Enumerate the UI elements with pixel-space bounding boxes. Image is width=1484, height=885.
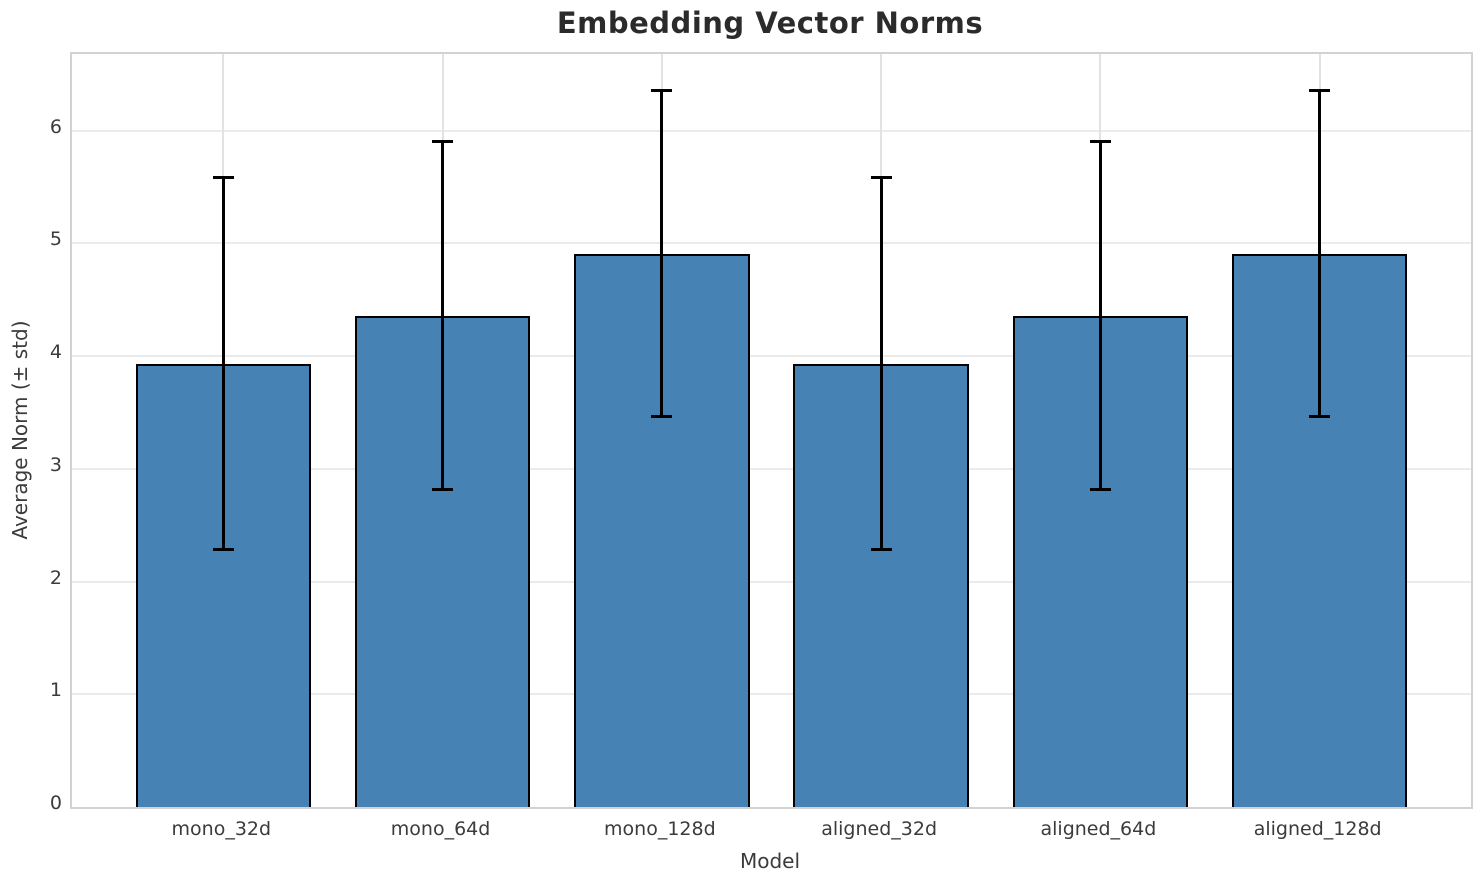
y-gridline: [72, 693, 1471, 696]
plot-area: [70, 52, 1473, 809]
error-bar-cap-top: [651, 88, 673, 92]
y-gridline: [72, 355, 1471, 358]
error-bar-line: [660, 90, 664, 417]
error-bar-cap-bottom: [1309, 415, 1331, 419]
error-bar-cap-bottom: [651, 415, 673, 419]
error-bar-cap-top: [1309, 88, 1331, 92]
error-bar-cap-top: [1089, 140, 1111, 144]
x-tick-label: aligned_128d: [1253, 818, 1382, 840]
error-bar-cap-top: [432, 140, 454, 144]
x-tick-label: mono_128d: [604, 818, 716, 840]
error-bar-cap-bottom: [1089, 487, 1111, 491]
y-tick-label: 4: [49, 341, 62, 364]
x-tick-label: mono_32d: [171, 818, 272, 840]
error-bar-cap-bottom: [870, 548, 892, 552]
y-gridline: [72, 129, 1471, 132]
error-bar-line: [879, 177, 883, 550]
x-axis-label: Model: [739, 849, 801, 873]
bar: [135, 363, 311, 807]
y-tick-label: 1: [49, 679, 62, 702]
y-gridline: [72, 467, 1471, 470]
error-bar-cap-top: [212, 176, 234, 180]
x-tick-label: aligned_32d: [821, 818, 938, 840]
y-tick-label: 3: [49, 453, 62, 476]
y-tick-label: 2: [49, 566, 62, 589]
error-bar-cap-bottom: [432, 487, 454, 491]
error-bar-line: [441, 141, 445, 490]
error-bar-line: [221, 177, 225, 550]
y-gridline: [72, 580, 1471, 583]
y-tick-label: 5: [49, 228, 62, 251]
y-tick-label: 6: [49, 115, 62, 138]
y-gridline: [72, 242, 1471, 245]
x-tick-label: aligned_64d: [1040, 818, 1157, 840]
error-bar-cap-top: [870, 176, 892, 180]
error-bar-line: [1318, 90, 1322, 417]
x-tick-label: mono_64d: [390, 818, 491, 840]
error-bar-cap-bottom: [212, 548, 234, 552]
error-bar-line: [1098, 141, 1102, 490]
y-tick-label: 0: [49, 792, 62, 814]
chart-title: Embedding Vector Norms: [556, 6, 984, 40]
